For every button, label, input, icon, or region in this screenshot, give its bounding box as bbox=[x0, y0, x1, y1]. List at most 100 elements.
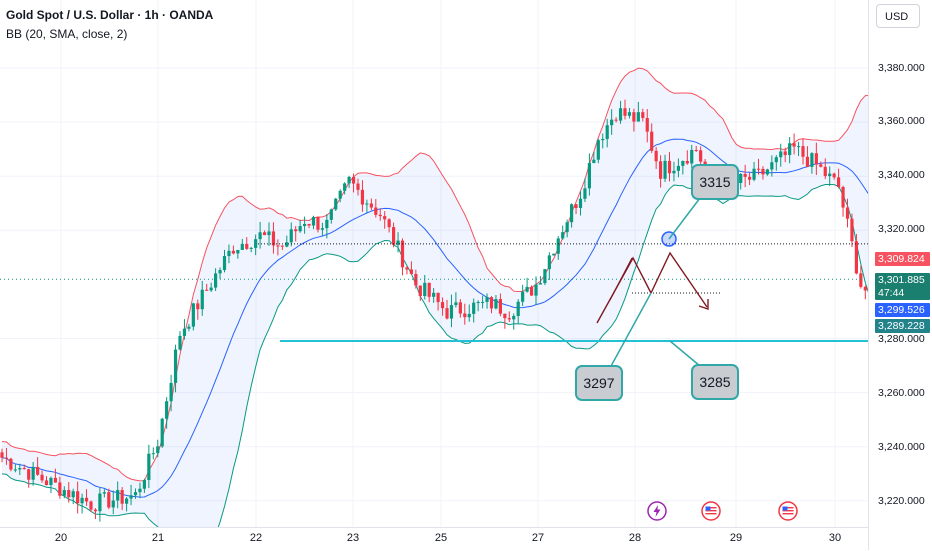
candle-body bbox=[40, 474, 44, 481]
candle-body bbox=[338, 190, 342, 199]
candle-body bbox=[227, 250, 231, 257]
candle-body bbox=[62, 490, 66, 496]
candle-body bbox=[254, 239, 258, 248]
candle-body bbox=[529, 286, 534, 296]
last-price-label: 3,301.885 bbox=[875, 273, 930, 287]
price-tick: 3,340.000 bbox=[878, 169, 925, 181]
price-tick: 3,360.000 bbox=[878, 115, 925, 127]
indicator-legend[interactable]: BB (20, SMA, close, 2) bbox=[6, 27, 128, 41]
candle-body bbox=[76, 491, 80, 504]
candle-body bbox=[365, 203, 369, 205]
candle-body bbox=[374, 207, 378, 215]
candle-body bbox=[84, 497, 89, 502]
time-tick: 27 bbox=[531, 532, 545, 544]
candle-body bbox=[592, 159, 596, 164]
candle-body bbox=[445, 308, 449, 319]
chart-area[interactable] bbox=[0, 0, 868, 527]
candle-body bbox=[392, 227, 396, 245]
candle-body bbox=[823, 166, 827, 177]
candle-body bbox=[770, 162, 774, 170]
resistance-callout[interactable]: 3315 bbox=[691, 164, 739, 200]
currency-button[interactable]: USD bbox=[876, 4, 920, 28]
candle-body bbox=[258, 232, 262, 240]
candle-body bbox=[276, 245, 280, 247]
lightning-icon[interactable] bbox=[647, 501, 667, 521]
candle-body bbox=[498, 299, 502, 314]
candle-body bbox=[792, 143, 796, 147]
candle-body bbox=[165, 401, 169, 419]
candle-body bbox=[120, 490, 124, 504]
lower-band-label: 3,289.228 bbox=[875, 319, 930, 333]
candle-body bbox=[58, 482, 62, 496]
candle-body bbox=[111, 500, 115, 508]
candle-body bbox=[271, 231, 276, 246]
candle-body bbox=[574, 204, 578, 208]
candle-body bbox=[516, 301, 520, 317]
price-chart[interactable] bbox=[0, 0, 868, 527]
bar-countdown: 47:44 bbox=[875, 286, 930, 300]
us-flag-icon[interactable] bbox=[701, 501, 721, 521]
bb-fill bbox=[2, 68, 868, 527]
time-tick: 29 bbox=[729, 532, 743, 544]
candle-body bbox=[650, 131, 654, 151]
callout-pointer bbox=[669, 340, 701, 367]
candle-body bbox=[129, 495, 133, 499]
candle-body bbox=[209, 287, 213, 291]
candle-body bbox=[89, 501, 93, 510]
symbol-title[interactable]: Gold Spot / U.S. Dollar · 1h · OANDA bbox=[6, 8, 214, 22]
candle-body bbox=[289, 229, 293, 243]
candle-body bbox=[685, 160, 689, 164]
candle-body bbox=[489, 297, 494, 309]
candle-body bbox=[53, 477, 57, 483]
candle-body bbox=[547, 255, 551, 270]
bb-lower-line bbox=[1, 184, 868, 527]
us-flag-icon[interactable] bbox=[778, 501, 798, 521]
candle-body bbox=[138, 488, 142, 493]
time-axis[interactable] bbox=[0, 527, 868, 551]
candle-body bbox=[694, 149, 698, 151]
candle-body bbox=[761, 168, 765, 175]
candle-body bbox=[756, 168, 761, 170]
candle-body bbox=[320, 228, 324, 230]
candle-body bbox=[36, 466, 40, 475]
candle-body bbox=[556, 238, 560, 254]
candle-body bbox=[525, 286, 529, 292]
candle-body bbox=[538, 283, 543, 285]
candle-body bbox=[432, 292, 436, 297]
candle-body bbox=[71, 491, 75, 498]
candle-body bbox=[4, 457, 9, 459]
candle-body bbox=[387, 219, 391, 228]
candle-body bbox=[31, 466, 35, 480]
candle-body bbox=[743, 173, 747, 177]
candle-body bbox=[614, 119, 618, 121]
candle-body bbox=[841, 186, 845, 208]
candle-body bbox=[44, 480, 49, 486]
candle-body bbox=[561, 232, 565, 239]
candle-body bbox=[187, 326, 191, 329]
candle-body bbox=[240, 243, 244, 250]
candle-body bbox=[436, 292, 440, 303]
candle-body bbox=[512, 316, 516, 320]
candle-body bbox=[294, 229, 298, 232]
candle-body bbox=[601, 138, 605, 141]
candle-body bbox=[788, 143, 792, 156]
candle-body bbox=[285, 242, 289, 247]
candle-body bbox=[449, 305, 454, 319]
candle-body bbox=[805, 156, 810, 167]
candle-body bbox=[298, 226, 302, 232]
support-callout[interactable]: 3285 bbox=[691, 364, 739, 400]
candle-body bbox=[369, 203, 373, 208]
entry-callout[interactable]: 3297 bbox=[575, 365, 623, 401]
candle-body bbox=[196, 303, 200, 310]
callout-pointer bbox=[609, 292, 652, 369]
candle-body bbox=[810, 153, 814, 167]
candle-body bbox=[9, 458, 13, 470]
candle-body bbox=[654, 150, 658, 162]
basis-label: 3,299.526 bbox=[875, 303, 930, 317]
candle-body bbox=[307, 223, 311, 226]
candle-body bbox=[49, 477, 53, 486]
candle-body bbox=[565, 222, 569, 233]
candle-body bbox=[0, 452, 4, 458]
candle-body bbox=[507, 318, 511, 320]
candle-body bbox=[205, 289, 209, 291]
